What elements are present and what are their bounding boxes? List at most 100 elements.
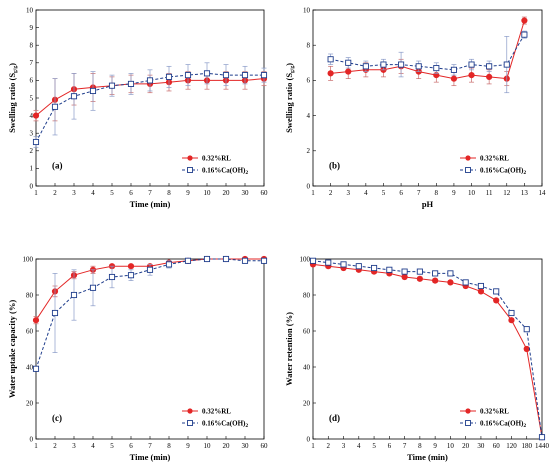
- y-tick-label: 20: [303, 399, 311, 407]
- data-point: [398, 61, 405, 68]
- data-point: [450, 75, 458, 82]
- y-tick-label: 8: [30, 42, 34, 50]
- data-point: [165, 73, 173, 80]
- data-point: [415, 63, 422, 70]
- x-tick-label: 9: [433, 442, 437, 450]
- x-tick-label: 7: [417, 189, 421, 197]
- data-point: [447, 270, 454, 277]
- panel-label: (b): [329, 160, 340, 170]
- panel-label: (a): [52, 160, 63, 170]
- data-point: [432, 277, 439, 284]
- data-point: [325, 259, 332, 266]
- series-line-1: [330, 20, 525, 80]
- y-axis-label: Swelling ratio (Sg/g): [7, 63, 19, 133]
- data-point: [260, 257, 268, 264]
- x-tick-label: 120: [506, 442, 517, 450]
- panel-4: 0 20 40 60 80 100 1 2 3 4 5 6 7 8 9 10 20 30 60 120 180 1440 T…: [284, 255, 550, 462]
- data-point: [386, 266, 393, 273]
- x-tick-label: 5: [382, 189, 386, 197]
- x-tick-label: 2: [53, 442, 57, 450]
- panel-3: 0 20 40 60 80 100 1 2 3 4 5 6 7 8 9 10 20 30 60 Time (min) W…: [7, 255, 268, 462]
- legend-label: 0.16%Ca(OH)2: [202, 420, 248, 430]
- y-axis-label: Swelling ratio (Sg/g): [284, 63, 296, 133]
- data-point: [371, 264, 378, 272]
- data-point: [203, 70, 211, 77]
- x-tick-label: 30: [242, 442, 250, 450]
- x-tick-label: 6: [388, 442, 392, 450]
- data-point: [89, 284, 97, 291]
- x-tick-label: 60: [261, 189, 269, 197]
- data-point: [327, 56, 334, 63]
- data-point: [327, 70, 334, 77]
- x-tick-label: 20: [223, 442, 231, 450]
- panel-label: (c): [52, 413, 62, 423]
- data-point: [32, 365, 40, 372]
- data-point: [432, 270, 439, 277]
- x-tick-label: 10: [447, 442, 455, 450]
- data-point: [477, 282, 484, 290]
- x-tick-label: 6: [129, 442, 133, 450]
- x-tick-label: 14: [539, 189, 547, 197]
- data-point: [521, 17, 528, 24]
- x-tick-label: 1: [34, 442, 38, 450]
- data-point: [493, 297, 500, 304]
- data-point: [416, 275, 423, 282]
- x-tick-label: 6: [399, 189, 403, 197]
- x-tick-label: 6: [129, 189, 133, 197]
- y-tick-label: 0: [307, 435, 311, 443]
- data-point: [222, 72, 230, 79]
- series-line-1: [312, 263, 543, 438]
- data-point: [508, 309, 515, 317]
- legend-marker: [187, 155, 193, 161]
- legend-marker: [465, 155, 471, 161]
- x-tick-label: 20: [223, 189, 231, 197]
- data-point: [309, 257, 317, 264]
- y-tick-label: 6: [307, 77, 311, 85]
- data-point: [401, 273, 408, 281]
- y-tick-label: 7: [30, 59, 34, 67]
- data-point: [340, 261, 347, 268]
- y-tick-label: 4: [307, 112, 311, 120]
- data-point: [462, 279, 469, 286]
- data-point: [108, 273, 116, 281]
- x-tick-label: 60: [261, 442, 269, 450]
- data-point: [362, 63, 369, 70]
- data-point: [203, 255, 211, 263]
- data-point: [51, 309, 59, 317]
- y-tick-label: 60: [26, 327, 34, 335]
- x-tick-label: 8: [418, 442, 422, 450]
- x-tick-label: 180: [521, 442, 532, 450]
- data-point: [523, 345, 530, 353]
- data-point: [32, 112, 40, 119]
- legend-label: 0.16%Ca(OH)2: [202, 167, 248, 177]
- data-point: [184, 72, 192, 79]
- data-point: [380, 61, 387, 68]
- x-tick-label: 2: [329, 189, 333, 197]
- legend-label: 0.32%RL: [202, 155, 231, 163]
- x-tick-label: 8: [435, 189, 439, 197]
- plot-frame: [312, 258, 543, 440]
- x-tick-label: 30: [242, 189, 250, 197]
- legend-label: 0.32%RL: [480, 408, 509, 416]
- y-tick-label: 10: [303, 6, 311, 14]
- x-tick-label: 10: [204, 189, 212, 197]
- x-tick-label: 30: [477, 442, 485, 450]
- x-tick-label: 8: [167, 189, 171, 197]
- x-tick-label: 12: [503, 189, 511, 197]
- x-axis-label: Time (min): [130, 452, 171, 462]
- x-tick-label: 4: [357, 442, 361, 450]
- legend-marker: [187, 408, 193, 414]
- y-tick-label: 80: [303, 291, 311, 299]
- data-point: [127, 263, 135, 270]
- y-tick-label: 40: [303, 363, 311, 371]
- x-tick-label: 60: [493, 442, 501, 450]
- data-point: [241, 72, 249, 79]
- x-axis-label: Time (min): [130, 199, 171, 209]
- data-point: [486, 63, 493, 70]
- legend-label: 0.32%RL: [202, 408, 231, 416]
- x-tick-label: 2: [327, 442, 331, 450]
- legend-marker: [187, 420, 193, 426]
- data-point: [222, 255, 230, 263]
- data-point: [450, 66, 457, 73]
- x-tick-label: 7: [403, 442, 407, 450]
